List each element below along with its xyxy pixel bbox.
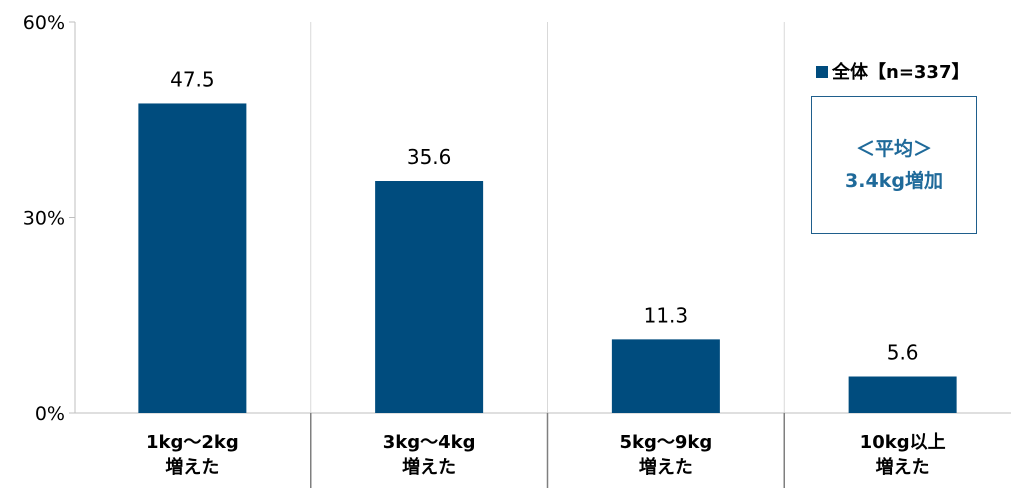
data-label: 11.3: [644, 303, 689, 327]
bar: [611, 339, 720, 413]
data-label: 5.6: [887, 341, 919, 365]
category-label: 増えた: [165, 456, 219, 478]
category-label: 増えた: [876, 456, 930, 478]
category-label: 5kg～9kg: [619, 432, 712, 453]
average-annotation-title: ＜平均＞: [855, 138, 932, 160]
bar: [848, 376, 957, 413]
legend-swatch: [816, 66, 828, 78]
bar: [138, 103, 247, 413]
category-label: 10kg以上: [860, 432, 946, 453]
data-label: 35.6: [407, 145, 452, 169]
y-tick-label: 30%: [23, 208, 65, 230]
category-label: 増えた: [402, 456, 456, 478]
category-label: 3kg～4kg: [383, 432, 476, 453]
category-label: 1kg～2kg: [146, 432, 239, 453]
y-tick-label: 60%: [23, 12, 65, 34]
average-annotation-value: 3.4kg増加: [845, 170, 943, 192]
category-label: 増えた: [639, 456, 693, 478]
y-tick-label: 0%: [35, 403, 65, 425]
data-label: 47.5: [170, 67, 215, 91]
bar: [375, 181, 484, 413]
legend-label: 全体【n=337】: [831, 61, 969, 83]
average-annotation-box: ＜平均＞ 3.4kg増加: [811, 96, 977, 234]
